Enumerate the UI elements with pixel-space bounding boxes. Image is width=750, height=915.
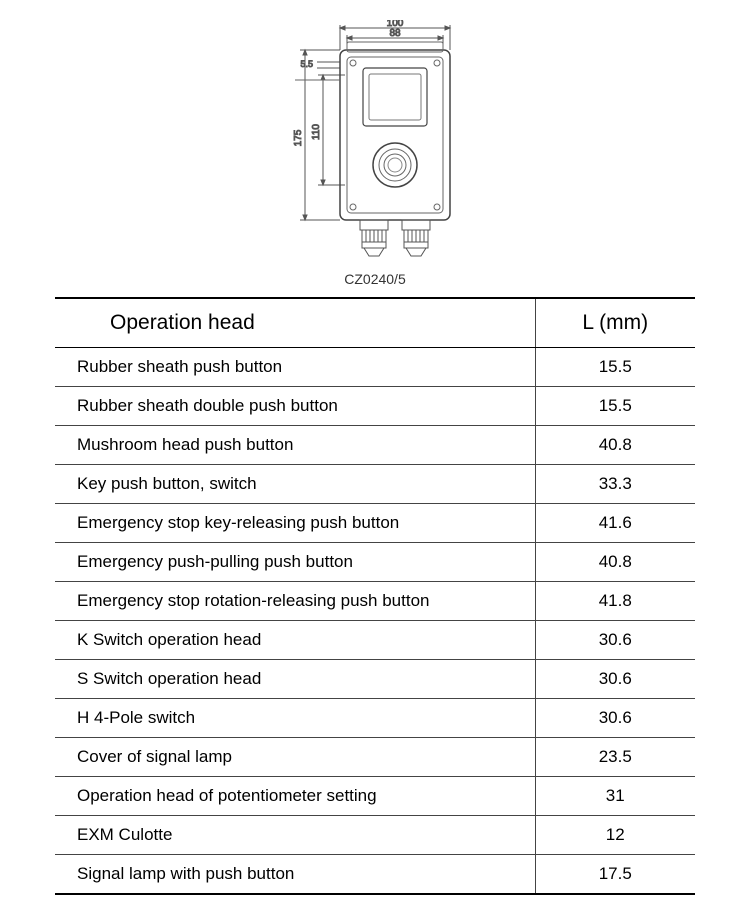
technical-diagram: 100 88 5.5 175 <box>55 20 695 265</box>
dim-88: 88 <box>389 28 401 39</box>
operation-head-name: Cover of signal lamp <box>55 738 535 777</box>
table-row: EXM Culotte12 <box>55 816 695 855</box>
operation-head-name: Signal lamp with push button <box>55 855 535 895</box>
table-row: Cover of signal lamp23.5 <box>55 738 695 777</box>
table-row: Mushroom head push button40.8 <box>55 426 695 465</box>
table-row: Rubber sheath push button15.5 <box>55 348 695 387</box>
device-drawing: 100 88 5.5 175 <box>245 20 505 265</box>
operation-head-name: Mushroom head push button <box>55 426 535 465</box>
operation-head-name: Emergency stop key-releasing push button <box>55 504 535 543</box>
operation-head-value: 40.8 <box>535 426 695 465</box>
operation-head-value: 40.8 <box>535 543 695 582</box>
header-l-mm: L (mm) <box>535 298 695 348</box>
operation-head-value: 17.5 <box>535 855 695 895</box>
operation-head-value: 30.6 <box>535 621 695 660</box>
operation-head-name: Operation head of potentiometer setting <box>55 777 535 816</box>
operation-head-value: 15.5 <box>535 348 695 387</box>
operation-head-value: 41.8 <box>535 582 695 621</box>
operation-head-value: 33.3 <box>535 465 695 504</box>
operation-head-name: H 4-Pole switch <box>55 699 535 738</box>
operation-head-name: Key push button, switch <box>55 465 535 504</box>
table-row: Operation head of potentiometer setting3… <box>55 777 695 816</box>
table-row: S Switch operation head30.6 <box>55 660 695 699</box>
operation-head-name: Rubber sheath double push button <box>55 387 535 426</box>
dim-175: 175 <box>293 129 304 146</box>
table-row: Emergency stop rotation-releasing push b… <box>55 582 695 621</box>
header-operation-head: Operation head <box>55 298 535 348</box>
table-row: Signal lamp with push button17.5 <box>55 855 695 895</box>
dim-5-5: 5.5 <box>300 59 313 69</box>
table-header-row: Operation head L (mm) <box>55 298 695 348</box>
table-row: K Switch operation head30.6 <box>55 621 695 660</box>
model-label: CZ0240/5 <box>55 271 695 287</box>
operation-head-name: EXM Culotte <box>55 816 535 855</box>
table-row: Key push button, switch33.3 <box>55 465 695 504</box>
operation-head-value: 12 <box>535 816 695 855</box>
operation-head-name: Emergency push-pulling push button <box>55 543 535 582</box>
table-row: Rubber sheath double push button15.5 <box>55 387 695 426</box>
operation-head-value: 41.6 <box>535 504 695 543</box>
table-row: Emergency stop key-releasing push button… <box>55 504 695 543</box>
operation-head-value: 23.5 <box>535 738 695 777</box>
operation-head-name: K Switch operation head <box>55 621 535 660</box>
operation-head-value: 30.6 <box>535 699 695 738</box>
operation-head-name: Emergency stop rotation-releasing push b… <box>55 582 535 621</box>
table-row: H 4-Pole switch30.6 <box>55 699 695 738</box>
operation-head-value: 30.6 <box>535 660 695 699</box>
dim-110: 110 <box>311 124 322 140</box>
table-row: Emergency push-pulling push button40.8 <box>55 543 695 582</box>
spec-table: Operation head L (mm) Rubber sheath push… <box>55 297 695 895</box>
operation-head-name: S Switch operation head <box>55 660 535 699</box>
operation-head-value: 15.5 <box>535 387 695 426</box>
operation-head-value: 31 <box>535 777 695 816</box>
operation-head-name: Rubber sheath push button <box>55 348 535 387</box>
